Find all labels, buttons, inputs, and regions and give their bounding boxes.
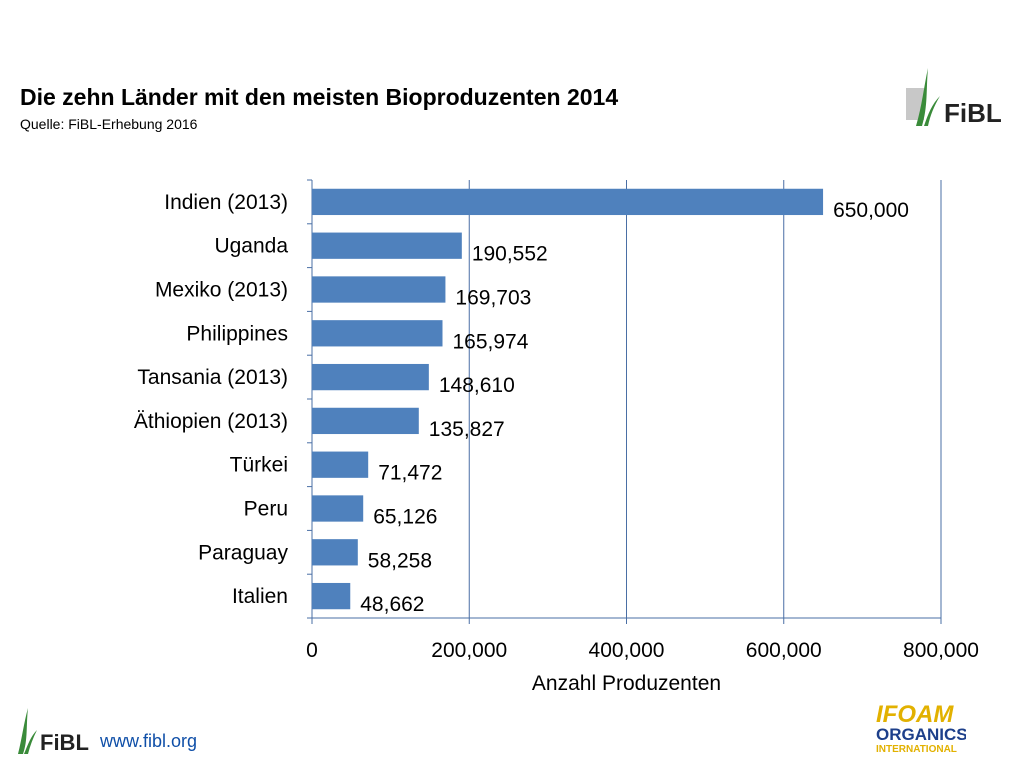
- category-label-3: Philippines: [186, 322, 288, 345]
- ifoam-logo-mid-text: ORGANICS: [876, 725, 966, 744]
- x-tick-label-0: 0: [306, 639, 318, 662]
- bar-9: [312, 582, 351, 610]
- value-label-2: 169,703: [455, 287, 531, 310]
- category-label-8: Paraguay: [198, 541, 288, 564]
- value-label-7: 65,126: [373, 506, 437, 529]
- value-label-4: 148,610: [439, 374, 515, 397]
- value-label-5: 135,827: [429, 418, 505, 441]
- category-label-7: Peru: [244, 498, 288, 521]
- x-tick-label-2: 400,000: [589, 639, 665, 662]
- bar-2: [312, 276, 446, 303]
- value-label-6: 71,472: [378, 462, 442, 485]
- fibl-logo-text: FiBL: [944, 98, 1002, 128]
- category-label-1: Uganda: [214, 235, 288, 258]
- value-label-9: 48,662: [360, 593, 424, 616]
- bar-chart: Indien (2013) 650,000 Uganda 190,552 Mexiko …: [134, 179, 979, 695]
- ifoam-logo: IFOAM ORGANICS INTERNATIONAL: [876, 701, 966, 755]
- category-label-9: Italien: [232, 585, 288, 608]
- x-tick-label-1: 200,000: [431, 639, 507, 662]
- category-label-2: Mexiko (2013): [155, 279, 288, 302]
- value-label-0: 650,000: [833, 199, 909, 222]
- value-label-1: 190,552: [472, 243, 548, 266]
- fibl-logo-top: FiBL: [906, 68, 1002, 128]
- chart-subtitle: Quelle: FiBL-Erhebung 2016: [20, 116, 198, 132]
- bar-5: [312, 407, 419, 435]
- category-label-0: Indien (2013): [164, 191, 288, 214]
- bar-4: [312, 363, 429, 391]
- bar-1: [312, 232, 462, 259]
- category-label-4: Tansania (2013): [137, 366, 288, 389]
- fibl-logo-bottom: FiBL: [18, 708, 89, 755]
- bar-6: [312, 451, 369, 478]
- value-label-8: 58,258: [368, 549, 432, 572]
- category-label-5: Äthiopien (2013): [134, 410, 288, 433]
- bar-8: [312, 539, 358, 566]
- bar-3: [312, 320, 443, 347]
- bar-7: [312, 495, 364, 522]
- ifoam-logo-top-text: IFOAM: [876, 701, 954, 728]
- x-tick-label-3: 600,000: [746, 639, 822, 662]
- bar-0: [312, 188, 824, 216]
- x-axis-title: Anzahl Produzenten: [532, 672, 721, 695]
- footer-url-link[interactable]: www.fibl.org: [100, 731, 198, 751]
- chart-title: Die zehn Länder mit den meisten Bioprodu…: [20, 84, 619, 110]
- category-label-6: Türkei: [230, 454, 288, 477]
- fibl-logo-bottom-text: FiBL: [40, 730, 89, 755]
- x-tick-label-4: 800,000: [903, 639, 979, 662]
- ifoam-logo-bottom-text: INTERNATIONAL: [876, 744, 957, 755]
- value-label-3: 165,974: [452, 330, 528, 353]
